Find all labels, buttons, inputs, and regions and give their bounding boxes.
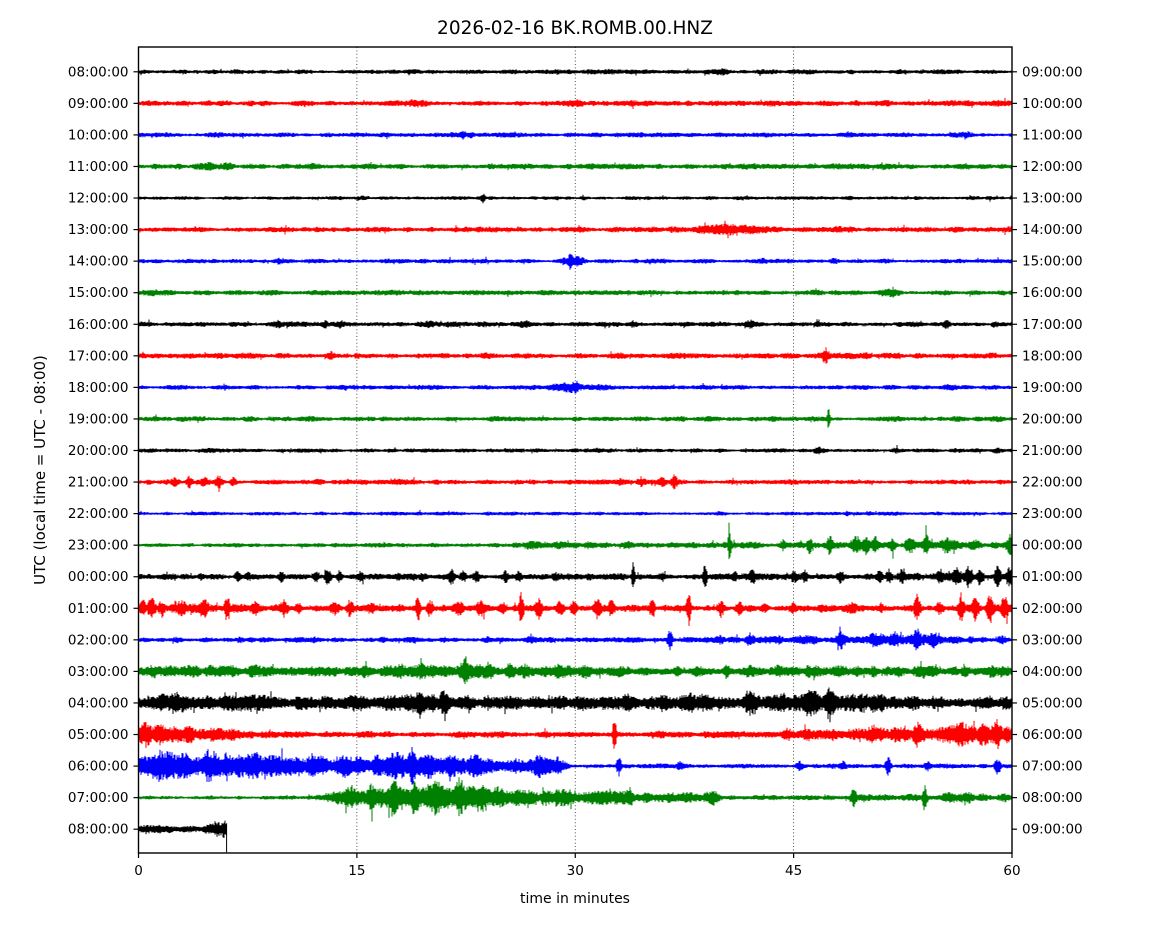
trace-02:00:00 <box>138 626 1012 651</box>
end-time-label-18: 03:00:00 <box>1022 632 1083 648</box>
end-time-label-3: 12:00:00 <box>1022 159 1083 175</box>
end-time-label-4: 13:00:00 <box>1022 191 1083 207</box>
utc-time-label-8: 16:00:00 <box>68 317 129 333</box>
end-time-label-1: 10:00:00 <box>1022 96 1083 112</box>
utc-time-label-15: 23:00:00 <box>68 538 129 554</box>
utc-time-label-20: 04:00:00 <box>68 695 129 711</box>
end-time-label-15: 00:00:00 <box>1022 538 1083 554</box>
minute-tick-label-45: 45 <box>785 863 802 879</box>
end-time-label-23: 08:00:00 <box>1022 790 1083 806</box>
trace-18:00:00 <box>138 380 1012 394</box>
trace-09:00:00 <box>138 97 1012 109</box>
utc-time-label-11: 19:00:00 <box>68 411 129 427</box>
trace-00:00:00 <box>138 562 1012 588</box>
trace-14:00:00 <box>138 253 1012 270</box>
utc-time-label-24: 08:00:00 <box>68 822 129 838</box>
end-time-label-6: 15:00:00 <box>1022 254 1083 270</box>
x-axis-label: time in minutes <box>520 891 630 907</box>
trace-12:00:00 <box>138 193 1012 204</box>
minute-tick-labels: 0 15 30 45 60 <box>134 863 1020 879</box>
utc-time-label-17: 01:00:00 <box>68 601 129 617</box>
utc-time-label-19: 03:00:00 <box>68 664 129 680</box>
seismic-traces <box>138 68 1012 853</box>
utc-time-label-7: 15:00:00 <box>68 285 129 301</box>
end-time-label-5: 14:00:00 <box>1022 222 1083 238</box>
end-time-label-14: 23:00:00 <box>1022 506 1083 522</box>
utc-time-label-3: 11:00:00 <box>68 159 129 175</box>
y-axis-label: UTC (local time = UTC - 08:00) <box>31 355 49 585</box>
end-time-label-24: 09:00:00 <box>1022 822 1083 838</box>
utc-time-label-5: 13:00:00 <box>68 222 129 238</box>
end-time-label-12: 21:00:00 <box>1022 443 1083 459</box>
end-time-labels: 09:00:00 10:00:00 11:00:00 12:00:00 13:00:00… <box>1022 64 1083 837</box>
minute-tick-label-0: 0 <box>134 863 143 879</box>
minute-tick-label-30: 30 <box>567 863 584 879</box>
utc-time-label-4: 12:00:00 <box>68 191 129 207</box>
trace-20:00:00 <box>138 445 1012 455</box>
utc-time-label-23: 07:00:00 <box>68 790 129 806</box>
end-time-label-13: 22:00:00 <box>1022 475 1083 491</box>
trace-06:00:00 <box>138 747 1012 785</box>
utc-time-label-9: 17:00:00 <box>68 348 129 364</box>
trace-01:00:00 <box>138 592 1012 626</box>
utc-time-labels: 08:00:00 09:00:00 10:00:00 11:00:00 12:00:00… <box>68 64 129 837</box>
utc-time-label-10: 18:00:00 <box>68 380 129 396</box>
trace-22:00:00 <box>138 509 1012 517</box>
minute-tick-label-60: 60 <box>1003 863 1020 879</box>
end-time-label-19: 04:00:00 <box>1022 664 1083 680</box>
minute-tick-label-15: 15 <box>348 863 365 879</box>
utc-time-label-6: 14:00:00 <box>68 254 129 270</box>
end-time-label-10: 19:00:00 <box>1022 380 1083 396</box>
end-time-label-9: 18:00:00 <box>1022 348 1083 364</box>
trace-13:00:00 <box>138 220 1012 239</box>
end-time-label-21: 06:00:00 <box>1022 727 1083 743</box>
axis-ticks <box>133 71 1017 858</box>
end-time-label-20: 05:00:00 <box>1022 695 1083 711</box>
utc-time-label-22: 06:00:00 <box>68 759 129 775</box>
end-time-label-16: 01:00:00 <box>1022 569 1083 585</box>
end-time-label-11: 20:00:00 <box>1022 411 1083 427</box>
utc-time-label-21: 05:00:00 <box>68 727 129 743</box>
end-time-label-22: 07:00:00 <box>1022 759 1083 775</box>
utc-time-label-0: 08:00:00 <box>68 64 129 80</box>
trace-16:00:00 <box>138 319 1012 329</box>
utc-time-label-18: 02:00:00 <box>68 632 129 648</box>
trace-08:00:00 <box>138 820 228 853</box>
end-time-label-0: 09:00:00 <box>1022 64 1083 80</box>
plot-title: 2026-02-16 BK.ROMB.00.HNZ <box>437 18 713 39</box>
end-time-label-17: 02:00:00 <box>1022 601 1083 617</box>
trace-07:00:00 <box>138 777 1012 822</box>
utc-time-label-16: 00:00:00 <box>68 569 129 585</box>
utc-time-label-2: 10:00:00 <box>68 127 129 143</box>
utc-time-label-14: 22:00:00 <box>68 506 129 522</box>
utc-time-label-13: 21:00:00 <box>68 475 129 491</box>
end-time-label-8: 17:00:00 <box>1022 317 1083 333</box>
utc-time-label-1: 09:00:00 <box>68 96 129 112</box>
end-time-label-2: 11:00:00 <box>1022 127 1083 143</box>
end-time-label-7: 16:00:00 <box>1022 285 1083 301</box>
utc-time-label-12: 20:00:00 <box>68 443 129 459</box>
